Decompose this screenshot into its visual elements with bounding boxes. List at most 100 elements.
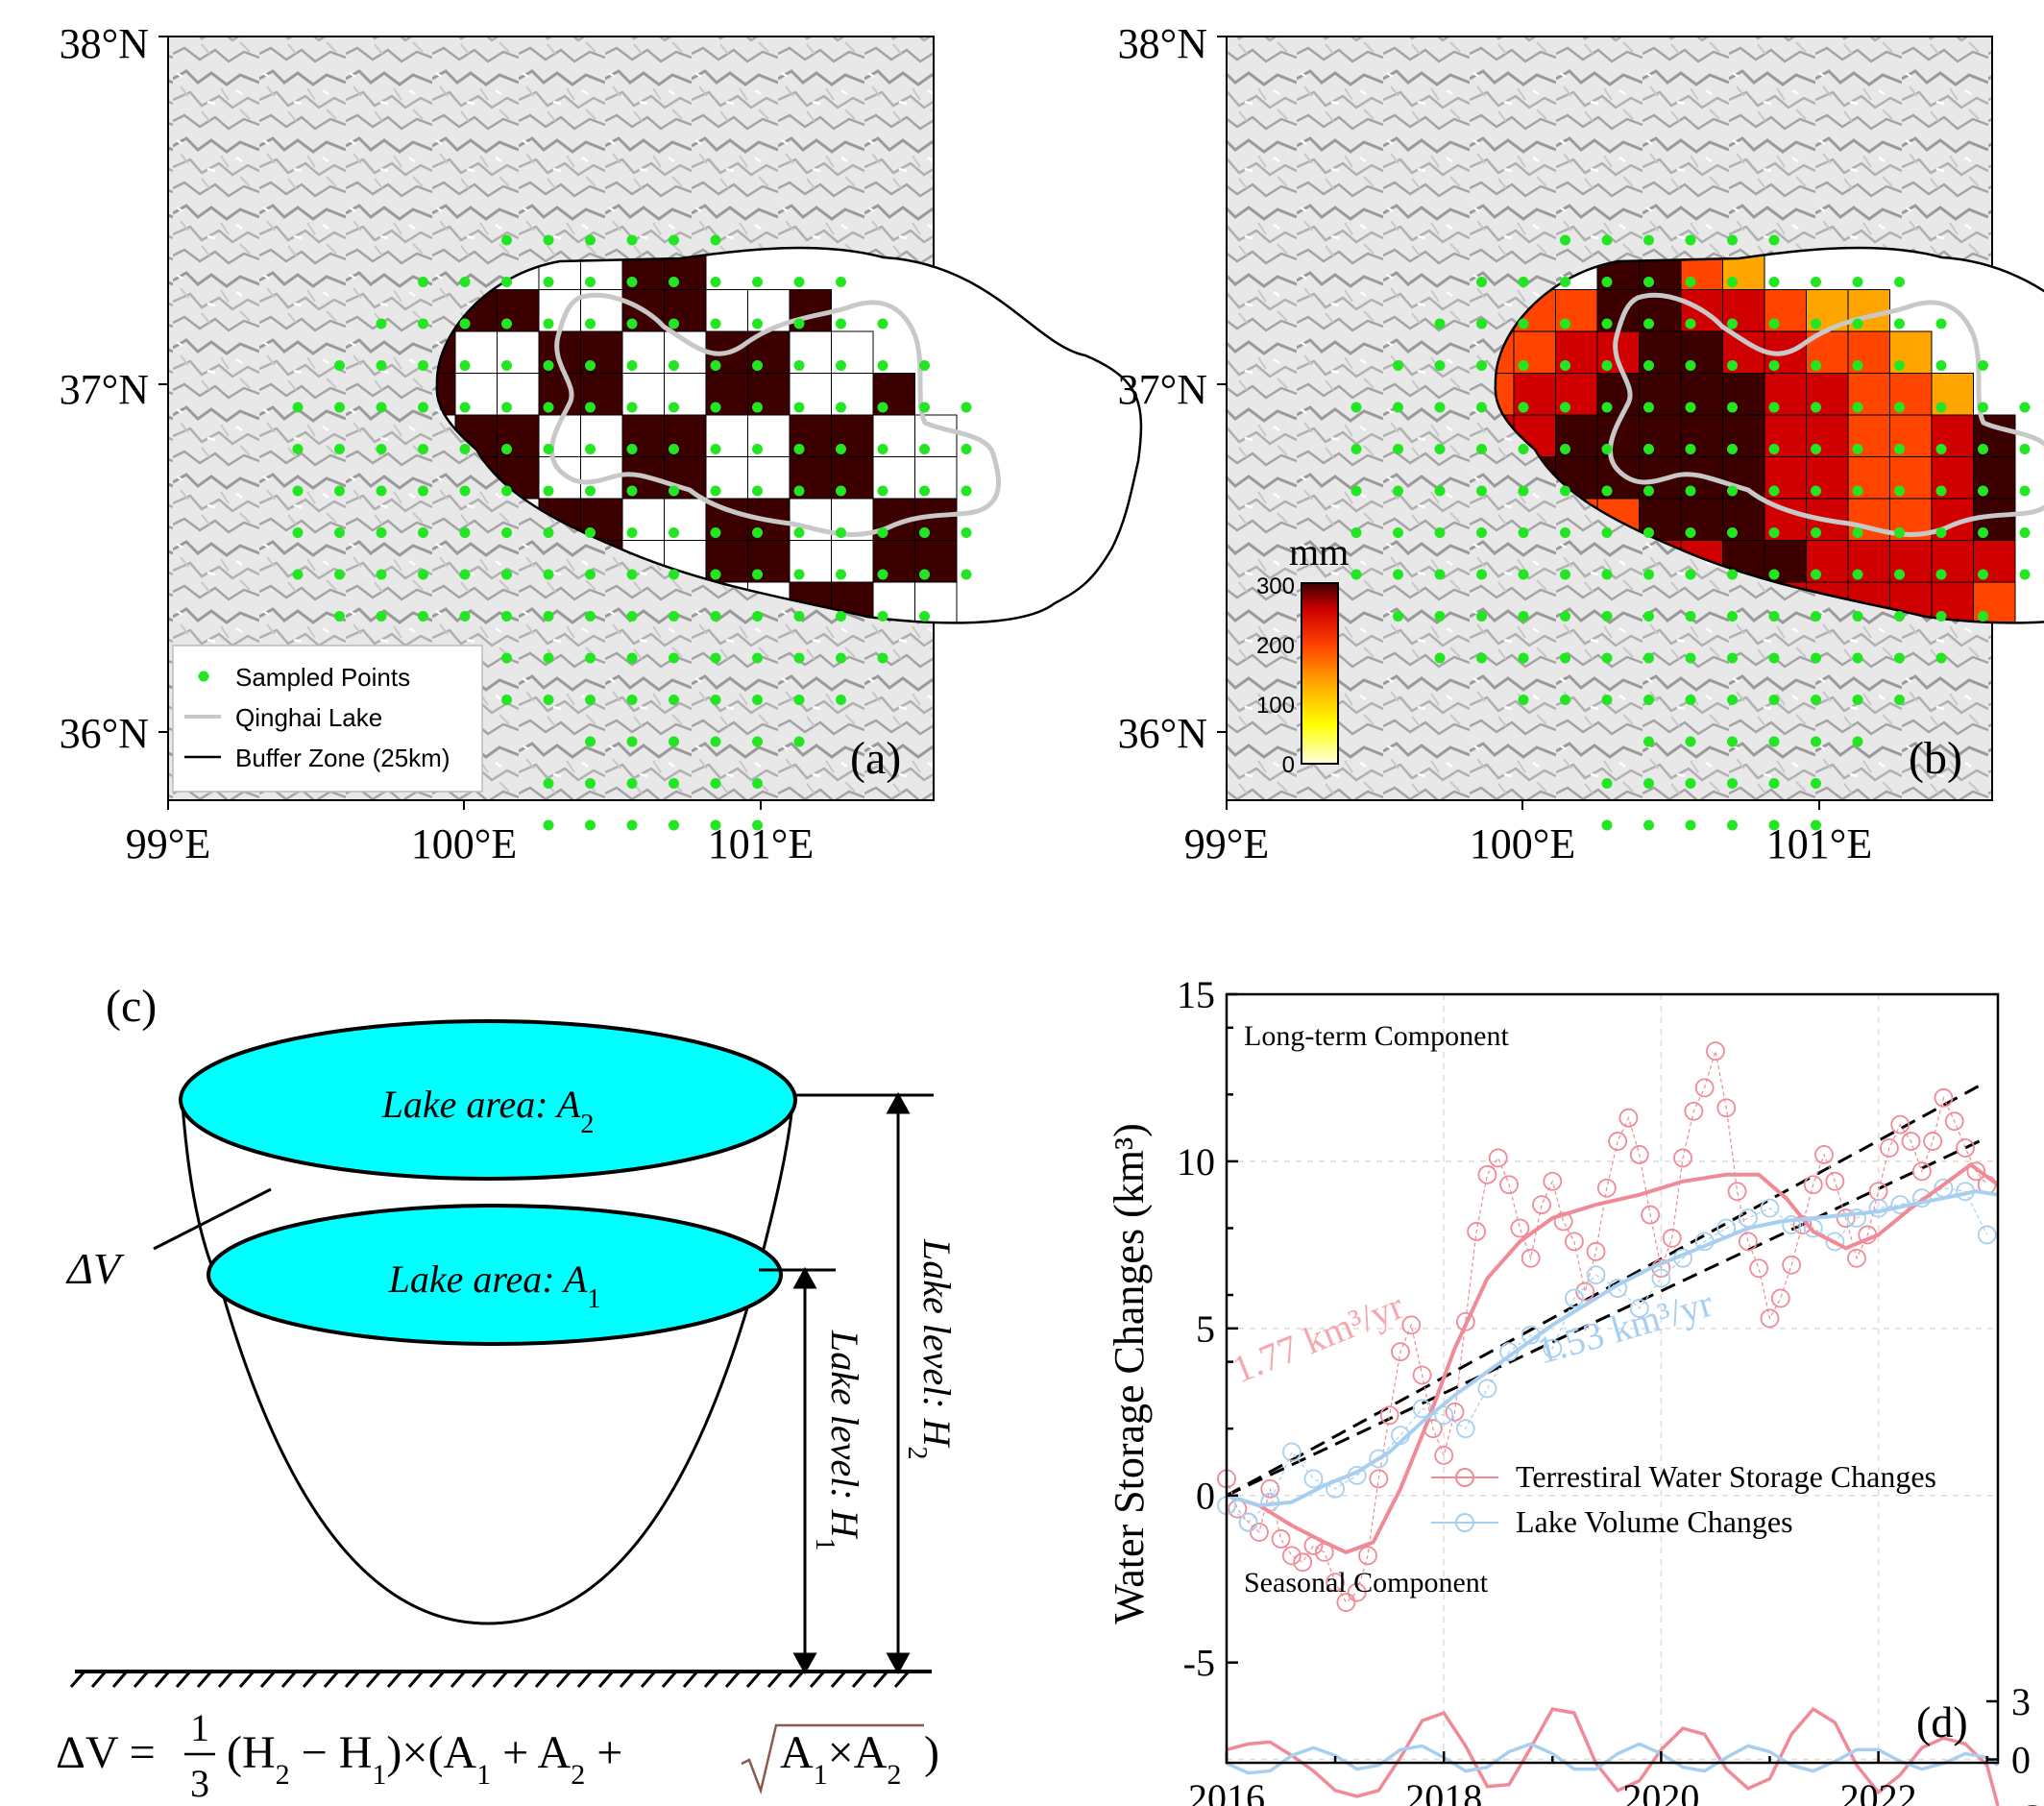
tws-point xyxy=(1586,1241,1606,1261)
sampled-point xyxy=(877,485,888,497)
lake-point xyxy=(1629,1299,1649,1318)
sampled-point xyxy=(626,444,638,454)
sampled-point xyxy=(793,652,805,664)
sampled-point xyxy=(1935,360,1947,371)
sampled-point xyxy=(877,611,888,622)
sampled-point xyxy=(793,360,805,371)
tws-point xyxy=(1455,1311,1475,1331)
sampled-point xyxy=(1768,611,1780,622)
sampled-point xyxy=(919,444,930,454)
hatch-mark xyxy=(576,1671,594,1688)
lon-label-101: 101°E xyxy=(708,820,814,867)
sampled-point xyxy=(2019,402,2031,413)
sampled-point xyxy=(1643,736,1654,747)
sampled-point xyxy=(793,527,805,538)
sampled-point xyxy=(1935,402,1947,413)
sampled-point xyxy=(1852,695,1863,705)
sampled-point xyxy=(1601,402,1613,413)
sampled-point xyxy=(752,819,763,831)
sampled-point xyxy=(1518,569,1529,580)
y-tick-label: 10 xyxy=(1177,1140,1215,1184)
lake-point xyxy=(1760,1198,1780,1218)
sampled-point xyxy=(1643,360,1654,371)
sampled-point xyxy=(919,569,930,580)
sampled-point xyxy=(1768,695,1780,705)
sampled-point xyxy=(543,695,554,705)
sampled-point xyxy=(376,360,387,371)
sampled-point xyxy=(793,569,805,580)
sampled-point xyxy=(376,402,387,413)
sampled-point xyxy=(1393,444,1403,454)
sampled-point xyxy=(1643,527,1654,538)
level-h2-label: Lake level: H2 xyxy=(903,1238,960,1459)
sampled-point xyxy=(710,819,721,831)
tws-point xyxy=(1966,1161,1986,1182)
sampled-point xyxy=(1894,485,1905,497)
sampled-point xyxy=(334,527,345,538)
sampled-point xyxy=(1685,569,1696,580)
lake-point xyxy=(1825,1232,1845,1252)
sampled-point xyxy=(752,444,763,454)
lake-point xyxy=(1434,1405,1454,1426)
tws-point xyxy=(1890,1114,1910,1135)
sampled-point xyxy=(1768,318,1780,329)
sampled-point xyxy=(626,485,638,497)
qinghai-lake-outline-a xyxy=(548,292,1002,537)
sampled-point xyxy=(877,527,888,538)
sampled-point xyxy=(752,402,763,413)
sampled-point xyxy=(1727,234,1738,246)
sampled-point xyxy=(669,819,679,831)
sampled-point xyxy=(793,444,805,454)
lake-raw-line xyxy=(1226,1187,1988,1524)
sampled-point xyxy=(752,736,763,747)
sampled-point xyxy=(1476,527,1487,538)
sampled-point xyxy=(1852,444,1863,454)
sampled-point xyxy=(459,527,471,538)
sampled-point xyxy=(543,234,554,246)
sampled-point xyxy=(459,611,471,622)
sampled-point xyxy=(710,778,721,789)
sampled-point xyxy=(1685,360,1696,371)
sampled-point xyxy=(710,611,721,622)
sampled-point xyxy=(418,402,428,413)
sampled-point xyxy=(669,234,679,246)
sampled-point xyxy=(669,277,679,287)
sampled-point xyxy=(292,402,304,413)
hatch-mark xyxy=(893,1671,911,1688)
sampled-point xyxy=(1434,611,1446,622)
hatch-mark xyxy=(534,1671,551,1688)
sampled-point xyxy=(626,695,638,705)
sampled-point xyxy=(1476,444,1487,454)
sampled-point xyxy=(1518,695,1529,705)
hatch-mark xyxy=(513,1671,530,1688)
sampled-point xyxy=(1601,234,1613,246)
sampled-point xyxy=(459,485,471,497)
sampled-point xyxy=(501,527,512,538)
sampled-point xyxy=(1518,527,1529,538)
sampled-point xyxy=(1601,485,1613,497)
sampled-point xyxy=(877,360,888,371)
ground-hatch xyxy=(69,1671,911,1688)
sampled-point xyxy=(1643,819,1654,831)
sampled-point xyxy=(626,611,638,622)
sampled-point xyxy=(1894,652,1905,664)
sampled-point xyxy=(752,778,763,789)
sampled-point xyxy=(877,652,888,664)
sampled-point xyxy=(1560,234,1570,246)
sampled-point xyxy=(585,444,596,454)
annotation-seasonal: Seasonal Component xyxy=(1244,1567,1489,1599)
y-tick-label: 5 xyxy=(1196,1307,1215,1351)
lake-point xyxy=(1455,1419,1475,1439)
tws-point xyxy=(1477,1164,1497,1184)
map-b-ticks xyxy=(1217,36,1820,810)
hatch-mark xyxy=(661,1671,678,1688)
formula-body: (H2 − H1)×(A1 + A2 + xyxy=(227,1727,622,1791)
sampled-point xyxy=(836,402,846,413)
chart-series xyxy=(1217,1041,2000,1806)
sampled-point xyxy=(1393,569,1403,580)
sampled-point xyxy=(1601,444,1613,454)
sampled-point xyxy=(1518,485,1529,497)
sampled-point xyxy=(1560,569,1570,580)
tws-point xyxy=(1521,1248,1541,1268)
sampled-point xyxy=(292,527,304,538)
